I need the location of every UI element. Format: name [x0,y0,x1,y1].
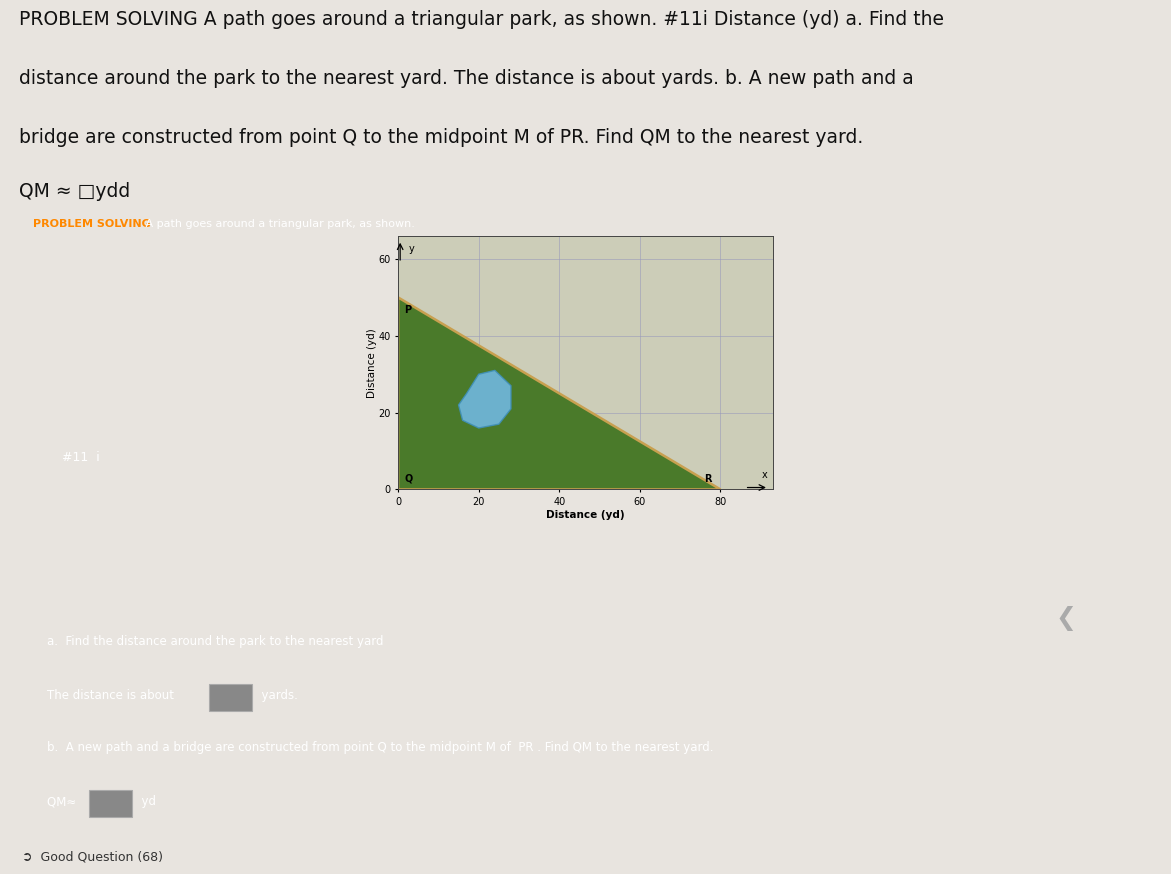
Text: Q: Q [404,474,412,483]
Polygon shape [398,297,720,489]
Text: yd: yd [133,795,156,808]
Text: distance around the park to the nearest yard. The distance is about yards. b. A : distance around the park to the nearest … [20,70,915,88]
Text: x: x [762,470,768,480]
Text: ➲  Good Question (68): ➲ Good Question (68) [21,850,163,863]
Text: PROBLEM SOLVING A path goes around a triangular park, as shown. #11i Distance (y: PROBLEM SOLVING A path goes around a tri… [20,10,944,30]
Text: a.  Find the distance around the park to the nearest yard: a. Find the distance around the park to … [47,635,383,648]
Y-axis label: Distance (yd): Distance (yd) [367,328,377,398]
Text: yards.: yards. [254,690,297,702]
Text: b.  A new path and a bridge are constructed from point Q to the midpoint M of  P: b. A new path and a bridge are construct… [47,740,713,753]
FancyBboxPatch shape [208,684,252,711]
Text: QM ≈ □ydd: QM ≈ □ydd [20,182,131,200]
Text: The distance is about: The distance is about [47,690,182,702]
Text: A path goes around a triangular park, as shown.: A path goes around a triangular park, as… [142,219,415,229]
Text: bridge are constructed from point Q to the midpoint M of PR. Find QM to the near: bridge are constructed from point Q to t… [20,128,864,148]
Text: #11  i: #11 i [62,452,100,464]
Text: P: P [404,305,411,316]
Text: R: R [705,474,712,483]
Text: QM≈: QM≈ [47,795,83,808]
Polygon shape [459,371,511,428]
Text: PROBLEM SOLVING: PROBLEM SOLVING [33,219,151,229]
X-axis label: Distance (yd): Distance (yd) [546,510,625,520]
Text: y: y [409,244,415,253]
Text: ❮: ❮ [1056,606,1076,631]
FancyBboxPatch shape [89,790,131,817]
